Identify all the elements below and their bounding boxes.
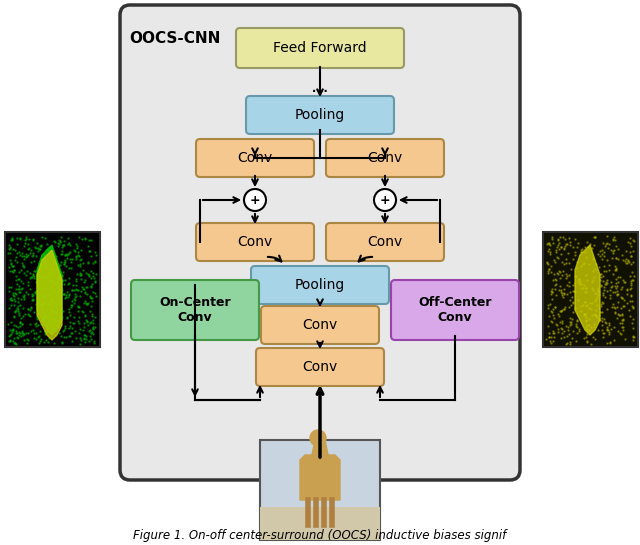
- FancyBboxPatch shape: [196, 139, 314, 177]
- Text: +: +: [250, 193, 260, 207]
- Text: Conv: Conv: [302, 318, 338, 332]
- FancyBboxPatch shape: [256, 348, 384, 386]
- FancyBboxPatch shape: [326, 139, 444, 177]
- FancyBboxPatch shape: [260, 440, 380, 540]
- Circle shape: [310, 430, 326, 446]
- Circle shape: [374, 189, 396, 211]
- FancyBboxPatch shape: [326, 223, 444, 261]
- Text: Conv: Conv: [302, 360, 338, 374]
- Text: +: +: [380, 193, 390, 207]
- FancyBboxPatch shape: [246, 96, 394, 134]
- Text: Pooling: Pooling: [295, 278, 345, 292]
- Text: On-Center
Conv: On-Center Conv: [159, 296, 231, 324]
- Text: Conv: Conv: [367, 151, 403, 165]
- FancyBboxPatch shape: [543, 232, 638, 347]
- FancyBboxPatch shape: [196, 223, 314, 261]
- Text: Conv: Conv: [237, 151, 273, 165]
- Text: Off-Center
Conv: Off-Center Conv: [419, 296, 492, 324]
- FancyBboxPatch shape: [261, 306, 379, 344]
- Polygon shape: [575, 245, 600, 335]
- FancyBboxPatch shape: [251, 266, 389, 304]
- Text: Pooling: Pooling: [295, 108, 345, 122]
- FancyBboxPatch shape: [5, 232, 100, 347]
- FancyBboxPatch shape: [131, 280, 259, 340]
- Polygon shape: [37, 245, 62, 335]
- Text: Figure 1. On-off center-surround (OOCS) inductive biases signif: Figure 1. On-off center-surround (OOCS) …: [133, 529, 507, 542]
- Text: ···: ···: [310, 82, 330, 101]
- Text: Feed Forward: Feed Forward: [273, 41, 367, 55]
- Polygon shape: [37, 250, 62, 340]
- FancyBboxPatch shape: [391, 280, 519, 340]
- Circle shape: [244, 189, 266, 211]
- FancyBboxPatch shape: [120, 5, 520, 480]
- Text: OOCS-CNN: OOCS-CNN: [129, 31, 221, 45]
- Polygon shape: [300, 455, 340, 500]
- Text: Conv: Conv: [367, 235, 403, 249]
- FancyBboxPatch shape: [236, 28, 404, 68]
- Text: Conv: Conv: [237, 235, 273, 249]
- Polygon shape: [312, 440, 328, 460]
- FancyBboxPatch shape: [260, 507, 380, 540]
